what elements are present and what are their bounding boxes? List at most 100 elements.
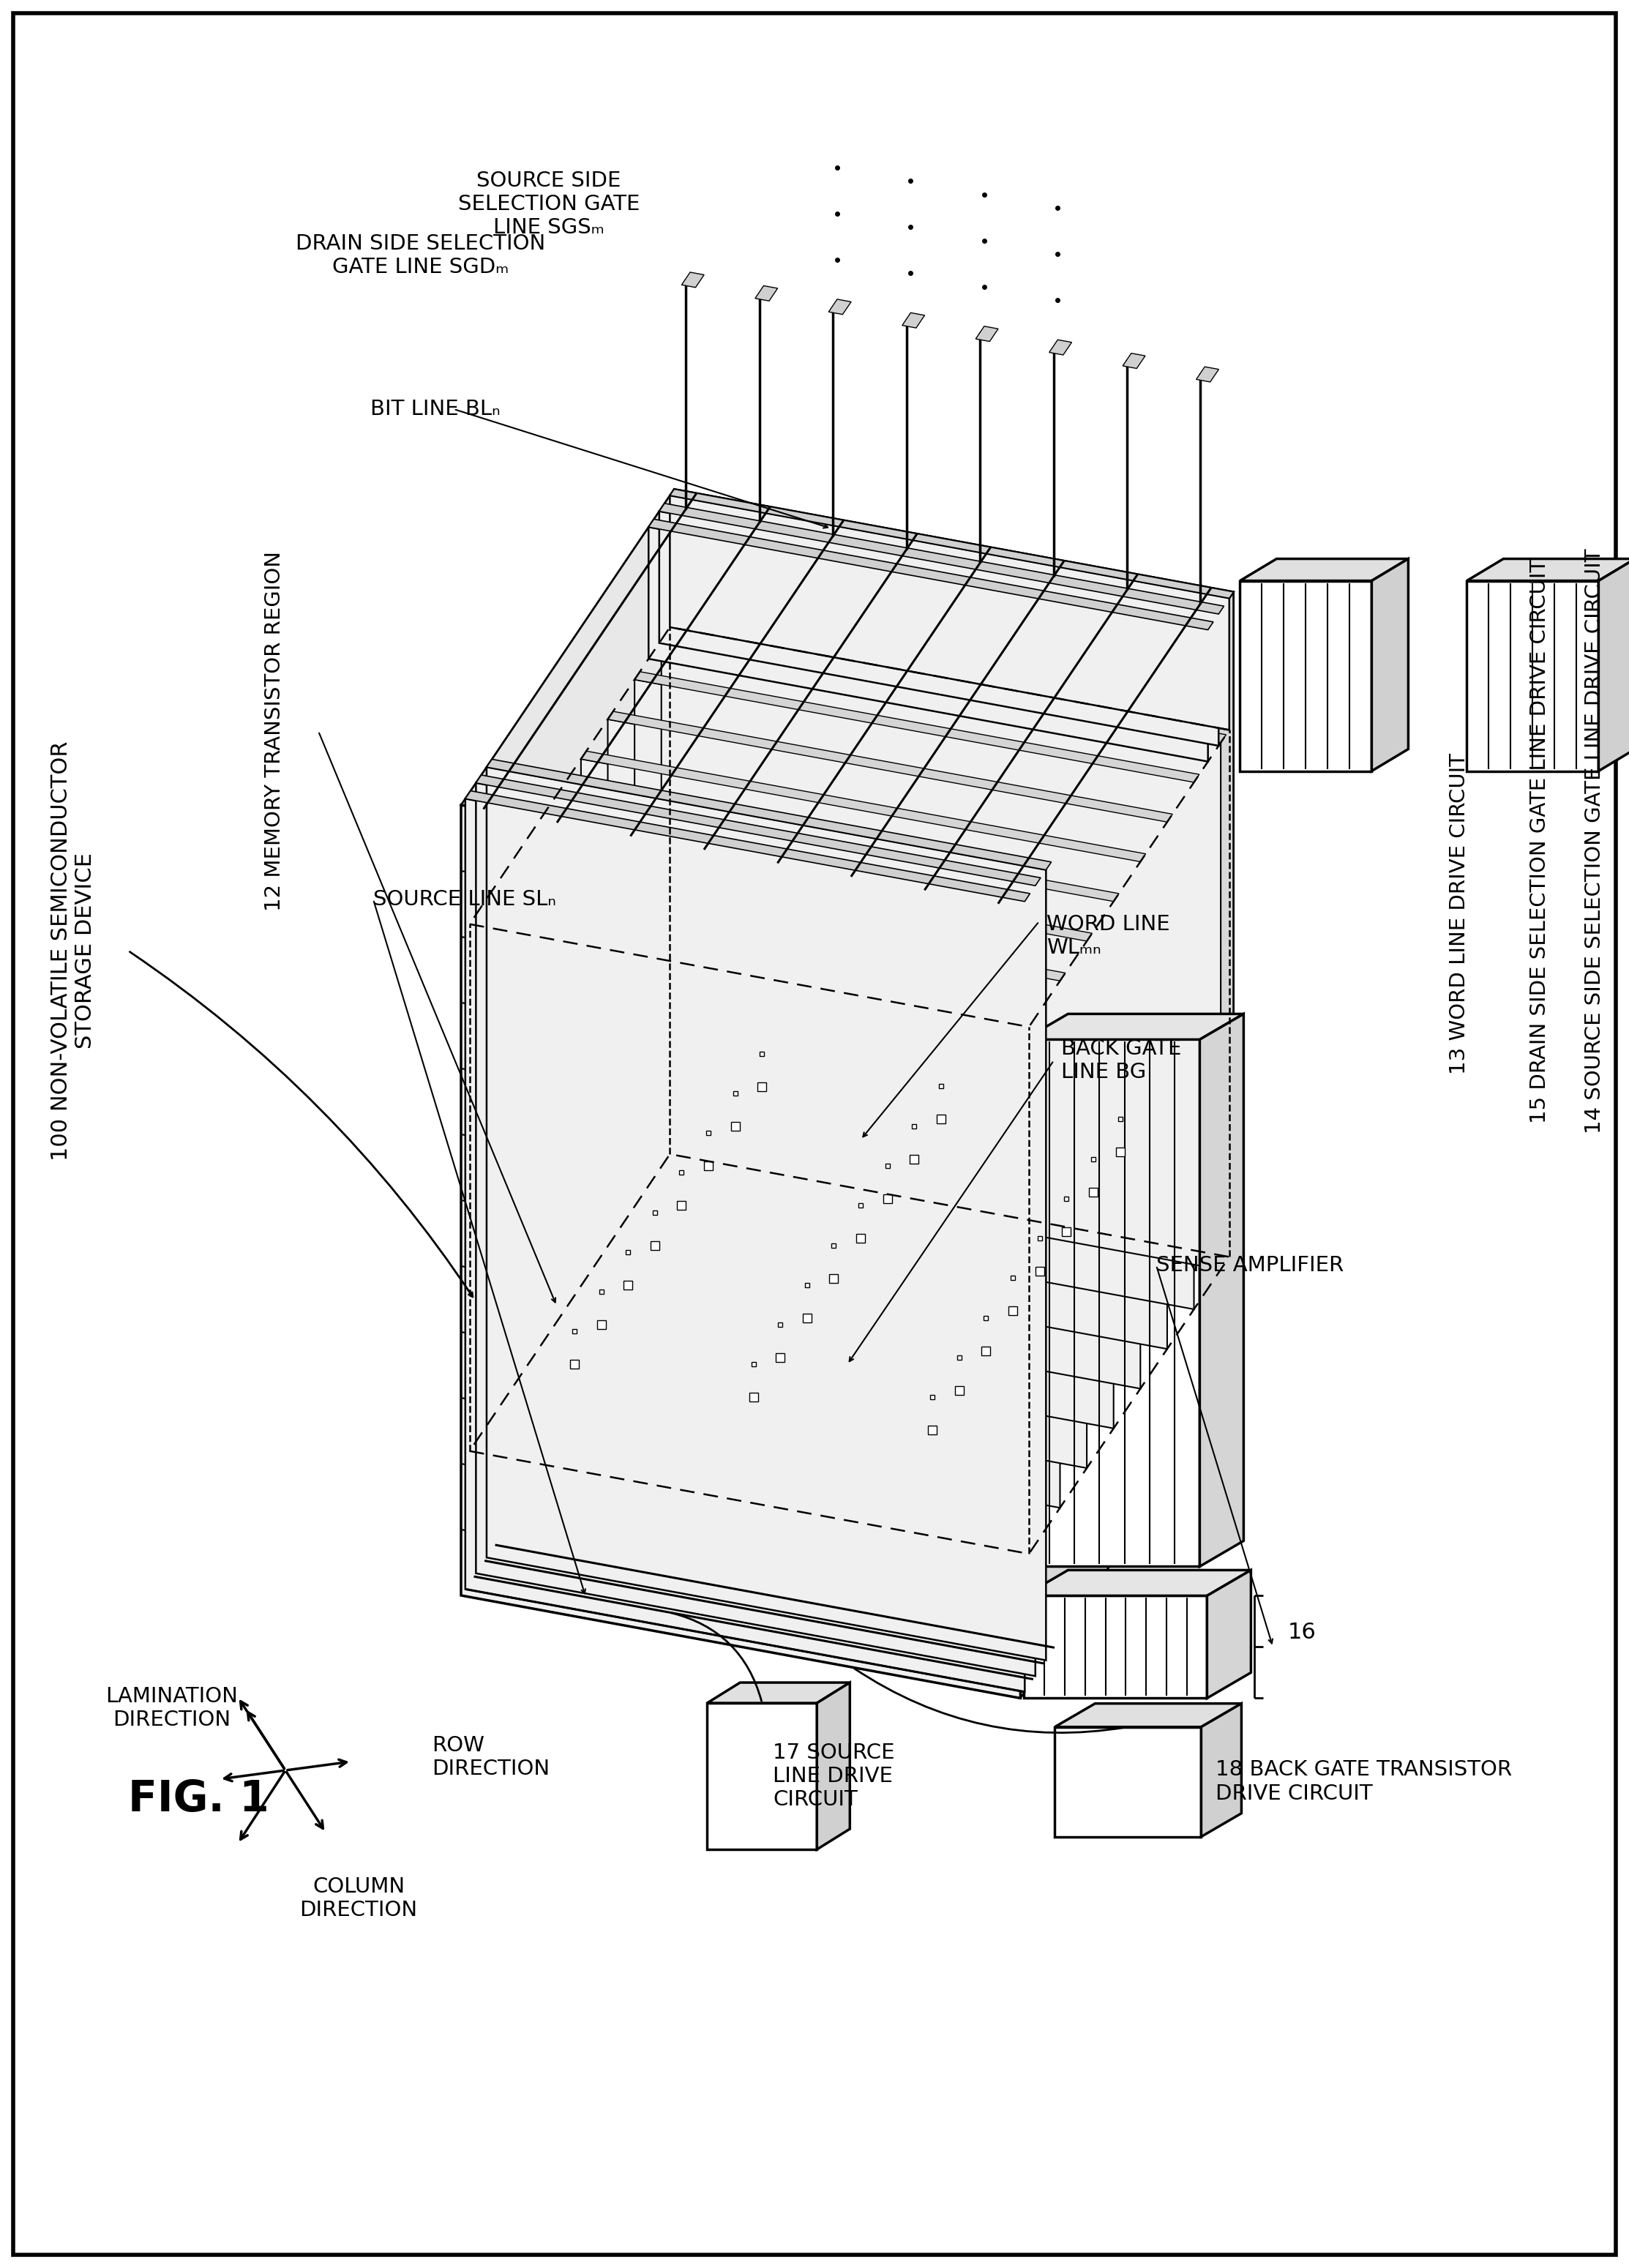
Bar bbox=[704, 1161, 714, 1170]
Polygon shape bbox=[829, 299, 850, 315]
Text: FIG. 1: FIG. 1 bbox=[129, 1778, 269, 1821]
Polygon shape bbox=[461, 490, 1233, 907]
Polygon shape bbox=[707, 1683, 850, 1703]
Bar bbox=[1062, 1227, 1070, 1236]
Polygon shape bbox=[1056, 1726, 1201, 1837]
Bar bbox=[929, 1427, 937, 1436]
Bar bbox=[624, 1281, 632, 1290]
Polygon shape bbox=[1598, 558, 1629, 771]
Bar bbox=[982, 1347, 990, 1356]
Polygon shape bbox=[661, 640, 1220, 1270]
Text: LAMINATION
DIRECTION: LAMINATION DIRECTION bbox=[106, 1685, 238, 1730]
Polygon shape bbox=[554, 798, 1114, 1429]
Polygon shape bbox=[707, 1703, 816, 1848]
Bar bbox=[1088, 1188, 1098, 1195]
Polygon shape bbox=[674, 490, 1233, 1381]
Polygon shape bbox=[1240, 558, 1409, 581]
Polygon shape bbox=[1201, 1703, 1241, 1837]
Bar bbox=[650, 1241, 660, 1250]
Text: COLUMN
DIRECTION: COLUMN DIRECTION bbox=[300, 1876, 417, 1921]
Text: 16: 16 bbox=[1287, 1622, 1316, 1642]
Polygon shape bbox=[487, 767, 1046, 1660]
Text: SENSE AMPLIFIER: SENSE AMPLIFIER bbox=[1157, 1254, 1344, 1275]
Polygon shape bbox=[1196, 367, 1218, 381]
Bar bbox=[937, 1116, 945, 1123]
Bar bbox=[678, 1202, 686, 1211]
Text: 12 MEMORY TRANSISTOR REGION: 12 MEMORY TRANSISTOR REGION bbox=[264, 551, 285, 912]
Bar bbox=[570, 1361, 578, 1370]
Text: 18 BACK GATE TRANSISTOR
DRIVE CIRCUIT: 18 BACK GATE TRANSISTOR DRIVE CIRCUIT bbox=[1215, 1760, 1512, 1803]
Text: BACK GATE
LINE BG: BACK GATE LINE BG bbox=[1060, 1039, 1181, 1082]
Text: 100 NON-VOLATILE SEMICONDUCTOR
STORAGE DEVICE: 100 NON-VOLATILE SEMICONDUCTOR STORAGE D… bbox=[50, 742, 96, 1161]
Text: 14 SOURCE SIDE SELECTION GATE LINE DRIVE CIRCUIT: 14 SOURCE SIDE SELECTION GATE LINE DRIVE… bbox=[1585, 549, 1605, 1134]
Polygon shape bbox=[461, 805, 1020, 1699]
Polygon shape bbox=[1466, 581, 1598, 771]
Polygon shape bbox=[1466, 558, 1629, 581]
Bar bbox=[829, 1275, 839, 1284]
Polygon shape bbox=[476, 782, 1036, 1676]
Polygon shape bbox=[500, 871, 1065, 980]
Polygon shape bbox=[582, 751, 1145, 862]
Polygon shape bbox=[528, 830, 1091, 941]
Bar bbox=[731, 1123, 740, 1129]
Bar bbox=[1036, 1268, 1044, 1277]
Polygon shape bbox=[1122, 354, 1145, 367]
Bar bbox=[757, 1082, 766, 1091]
Bar bbox=[775, 1354, 785, 1363]
Bar bbox=[749, 1393, 757, 1402]
Polygon shape bbox=[648, 519, 1214, 631]
Polygon shape bbox=[1207, 1569, 1251, 1699]
Bar bbox=[1116, 1148, 1124, 1157]
Bar bbox=[1008, 1306, 1016, 1315]
Text: 17 SOURCE
LINE DRIVE
CIRCUIT: 17 SOURCE LINE DRIVE CIRCUIT bbox=[774, 1742, 894, 1810]
Text: SOURCE LINE SLₙ: SOURCE LINE SLₙ bbox=[373, 889, 555, 909]
Polygon shape bbox=[1240, 581, 1372, 771]
Polygon shape bbox=[474, 909, 1039, 1021]
Bar bbox=[596, 1320, 606, 1329]
Polygon shape bbox=[660, 503, 1223, 615]
Polygon shape bbox=[500, 878, 1060, 1508]
Polygon shape bbox=[466, 798, 1025, 1692]
Polygon shape bbox=[1025, 1597, 1207, 1699]
Polygon shape bbox=[902, 313, 925, 329]
Polygon shape bbox=[554, 792, 1119, 900]
Polygon shape bbox=[976, 327, 999, 342]
Polygon shape bbox=[1056, 1703, 1241, 1726]
Bar bbox=[911, 1154, 919, 1163]
Polygon shape bbox=[1025, 1039, 1199, 1567]
Polygon shape bbox=[487, 760, 1051, 871]
Polygon shape bbox=[476, 776, 1041, 887]
Polygon shape bbox=[816, 1683, 850, 1848]
Polygon shape bbox=[474, 919, 1033, 1547]
Polygon shape bbox=[660, 510, 1218, 746]
Bar bbox=[883, 1195, 891, 1202]
Text: BIT LINE BLₙ: BIT LINE BLₙ bbox=[370, 399, 500, 420]
Text: 13 WORD LINE DRIVE CIRCUIT: 13 WORD LINE DRIVE CIRCUIT bbox=[1448, 753, 1469, 1075]
Text: SOURCE SIDE
SELECTION GATE
LINE SGSₘ: SOURCE SIDE SELECTION GATE LINE SGSₘ bbox=[458, 170, 640, 238]
Polygon shape bbox=[466, 792, 1030, 900]
Text: ROW
DIRECTION: ROW DIRECTION bbox=[432, 1735, 549, 1780]
Polygon shape bbox=[1049, 340, 1072, 356]
Text: WORD LINE
WLₘₙ: WORD LINE WLₘₙ bbox=[1046, 914, 1170, 957]
Text: 15 DRAIN SIDE SELECTION GATE LINE DRIVE CIRCUIT: 15 DRAIN SIDE SELECTION GATE LINE DRIVE … bbox=[1530, 558, 1549, 1123]
Polygon shape bbox=[1372, 558, 1409, 771]
Polygon shape bbox=[1025, 1569, 1251, 1597]
Bar bbox=[803, 1313, 811, 1322]
Polygon shape bbox=[670, 494, 1230, 730]
Polygon shape bbox=[582, 760, 1140, 1388]
Polygon shape bbox=[1025, 1014, 1243, 1039]
Bar bbox=[955, 1386, 964, 1395]
Polygon shape bbox=[608, 719, 1166, 1349]
Polygon shape bbox=[648, 526, 1209, 762]
Polygon shape bbox=[635, 680, 1194, 1309]
Polygon shape bbox=[608, 712, 1173, 821]
Polygon shape bbox=[528, 839, 1087, 1467]
Bar bbox=[857, 1234, 865, 1243]
Polygon shape bbox=[681, 272, 704, 288]
Polygon shape bbox=[670, 490, 1233, 599]
Polygon shape bbox=[635, 671, 1199, 782]
Polygon shape bbox=[1199, 1014, 1243, 1567]
Polygon shape bbox=[661, 633, 1227, 742]
Polygon shape bbox=[1020, 592, 1233, 1699]
Polygon shape bbox=[756, 286, 777, 302]
